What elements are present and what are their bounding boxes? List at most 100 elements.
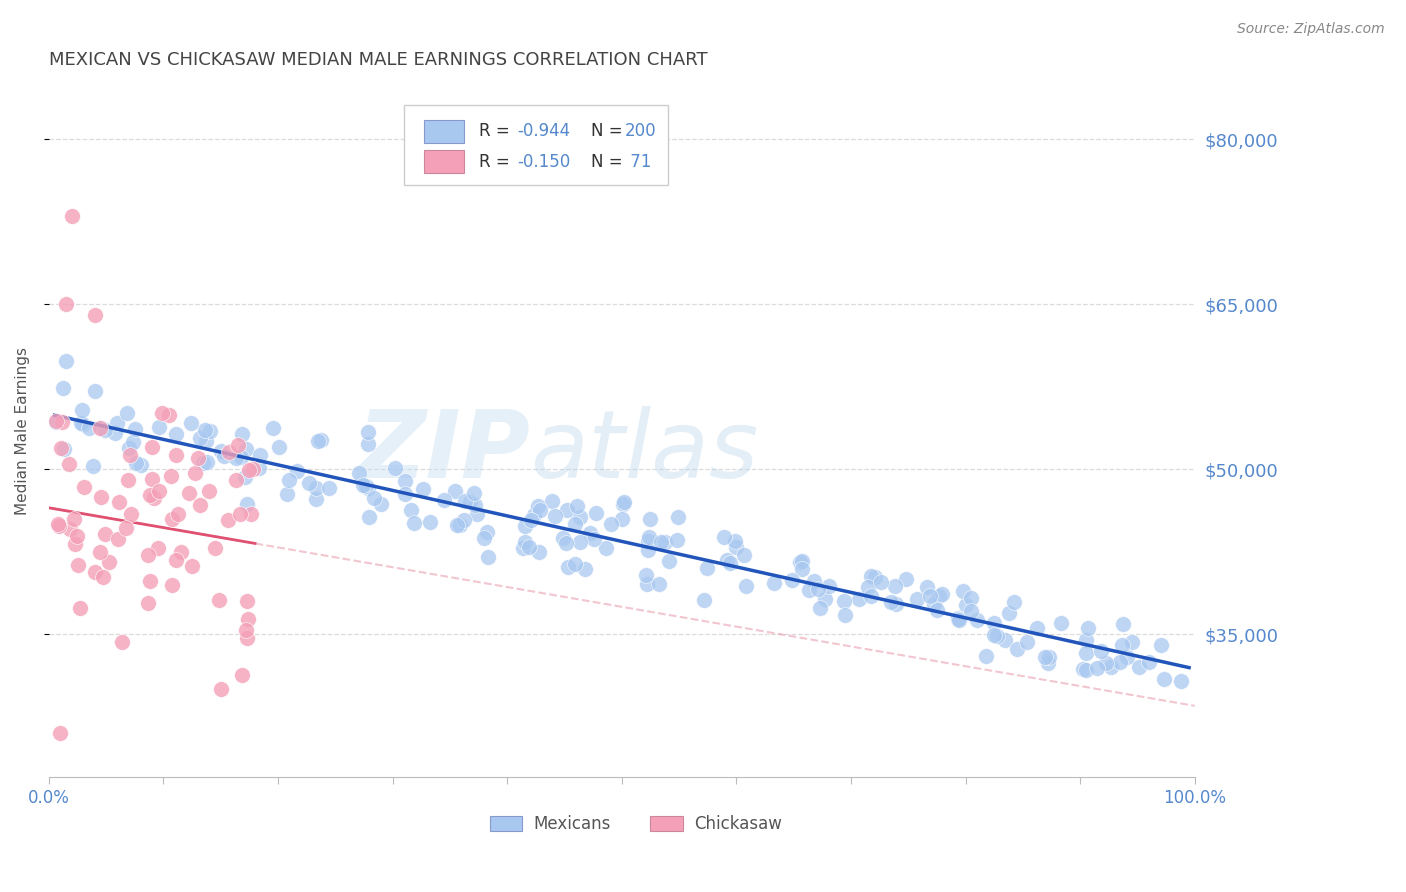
Text: 200: 200 — [626, 122, 657, 140]
Point — [94, 527, 117, 541]
Point — [918, 589, 941, 603]
Point — [394, 487, 416, 501]
Point — [83, 308, 105, 322]
Point — [1137, 655, 1160, 669]
Text: -0.944: -0.944 — [517, 122, 571, 140]
Point — [49, 441, 72, 455]
Point — [818, 579, 841, 593]
Point — [399, 503, 422, 517]
Point — [236, 631, 259, 645]
Point — [181, 558, 204, 573]
Point — [1085, 661, 1108, 675]
Point — [108, 495, 131, 509]
Point — [104, 425, 127, 440]
Point — [1038, 650, 1060, 665]
Point — [188, 431, 211, 445]
Point — [814, 592, 837, 607]
Point — [124, 422, 146, 436]
Point — [45, 414, 67, 428]
Point — [118, 441, 141, 455]
Point — [209, 444, 232, 458]
Point — [693, 592, 716, 607]
Point — [384, 460, 406, 475]
Point — [236, 497, 259, 511]
Point — [180, 416, 202, 430]
Point — [613, 495, 636, 509]
Point — [960, 604, 983, 618]
Point — [107, 532, 129, 546]
Point — [236, 612, 259, 626]
Point — [63, 512, 86, 526]
Point — [931, 586, 953, 600]
Text: R =: R = — [478, 122, 515, 140]
Point — [167, 507, 190, 521]
Point — [806, 582, 828, 597]
Point — [568, 534, 591, 549]
Point — [83, 384, 105, 399]
Point — [69, 601, 91, 615]
Text: atlas: atlas — [530, 406, 758, 497]
Point — [160, 469, 183, 483]
Point — [544, 509, 567, 524]
Point — [170, 545, 193, 559]
Point — [551, 531, 574, 545]
Point — [111, 634, 134, 648]
Point — [198, 484, 221, 499]
Point — [724, 534, 747, 549]
Point — [212, 449, 235, 463]
Point — [463, 485, 485, 500]
Point — [309, 433, 332, 447]
Point — [183, 467, 205, 481]
Point — [419, 515, 441, 529]
Point — [98, 555, 121, 569]
Point — [948, 612, 970, 626]
Point — [557, 503, 579, 517]
Point — [298, 475, 321, 490]
Point — [579, 526, 602, 541]
Point — [51, 415, 73, 429]
Point — [141, 472, 163, 486]
Point — [636, 577, 658, 591]
Point — [1121, 635, 1143, 649]
Point — [160, 578, 183, 592]
Point — [998, 606, 1021, 620]
Point — [90, 421, 112, 435]
Point — [235, 442, 257, 456]
Point — [1015, 635, 1038, 649]
FancyBboxPatch shape — [651, 816, 682, 831]
Point — [247, 461, 270, 475]
Point — [512, 541, 534, 555]
Point — [136, 596, 159, 610]
Point — [73, 480, 96, 494]
Point — [433, 492, 456, 507]
Point — [150, 406, 173, 420]
Point — [231, 427, 253, 442]
Point — [236, 594, 259, 608]
Point — [165, 448, 187, 462]
Point — [1033, 650, 1056, 665]
Point — [612, 497, 634, 511]
Point — [557, 559, 579, 574]
Point — [733, 548, 755, 562]
Point — [55, 297, 77, 311]
Text: N =: N = — [591, 122, 627, 140]
Point — [242, 462, 264, 476]
Point — [146, 541, 169, 556]
Point — [865, 570, 887, 584]
Point — [585, 506, 607, 520]
Point — [229, 508, 252, 522]
Point — [235, 469, 257, 483]
Point — [139, 574, 162, 589]
Point — [564, 557, 586, 571]
Point — [204, 541, 226, 555]
Point — [52, 442, 75, 456]
Point — [90, 491, 112, 505]
Point — [780, 573, 803, 587]
Point — [125, 456, 148, 470]
Point — [568, 510, 591, 524]
Point — [129, 458, 152, 473]
Text: MEXICAN VS CHICKASAW MEDIAN MALE EARNINGS CORRELATION CHART: MEXICAN VS CHICKASAW MEDIAN MALE EARNING… — [49, 51, 707, 69]
Point — [60, 209, 83, 223]
Point — [217, 513, 239, 527]
Point — [555, 536, 578, 550]
